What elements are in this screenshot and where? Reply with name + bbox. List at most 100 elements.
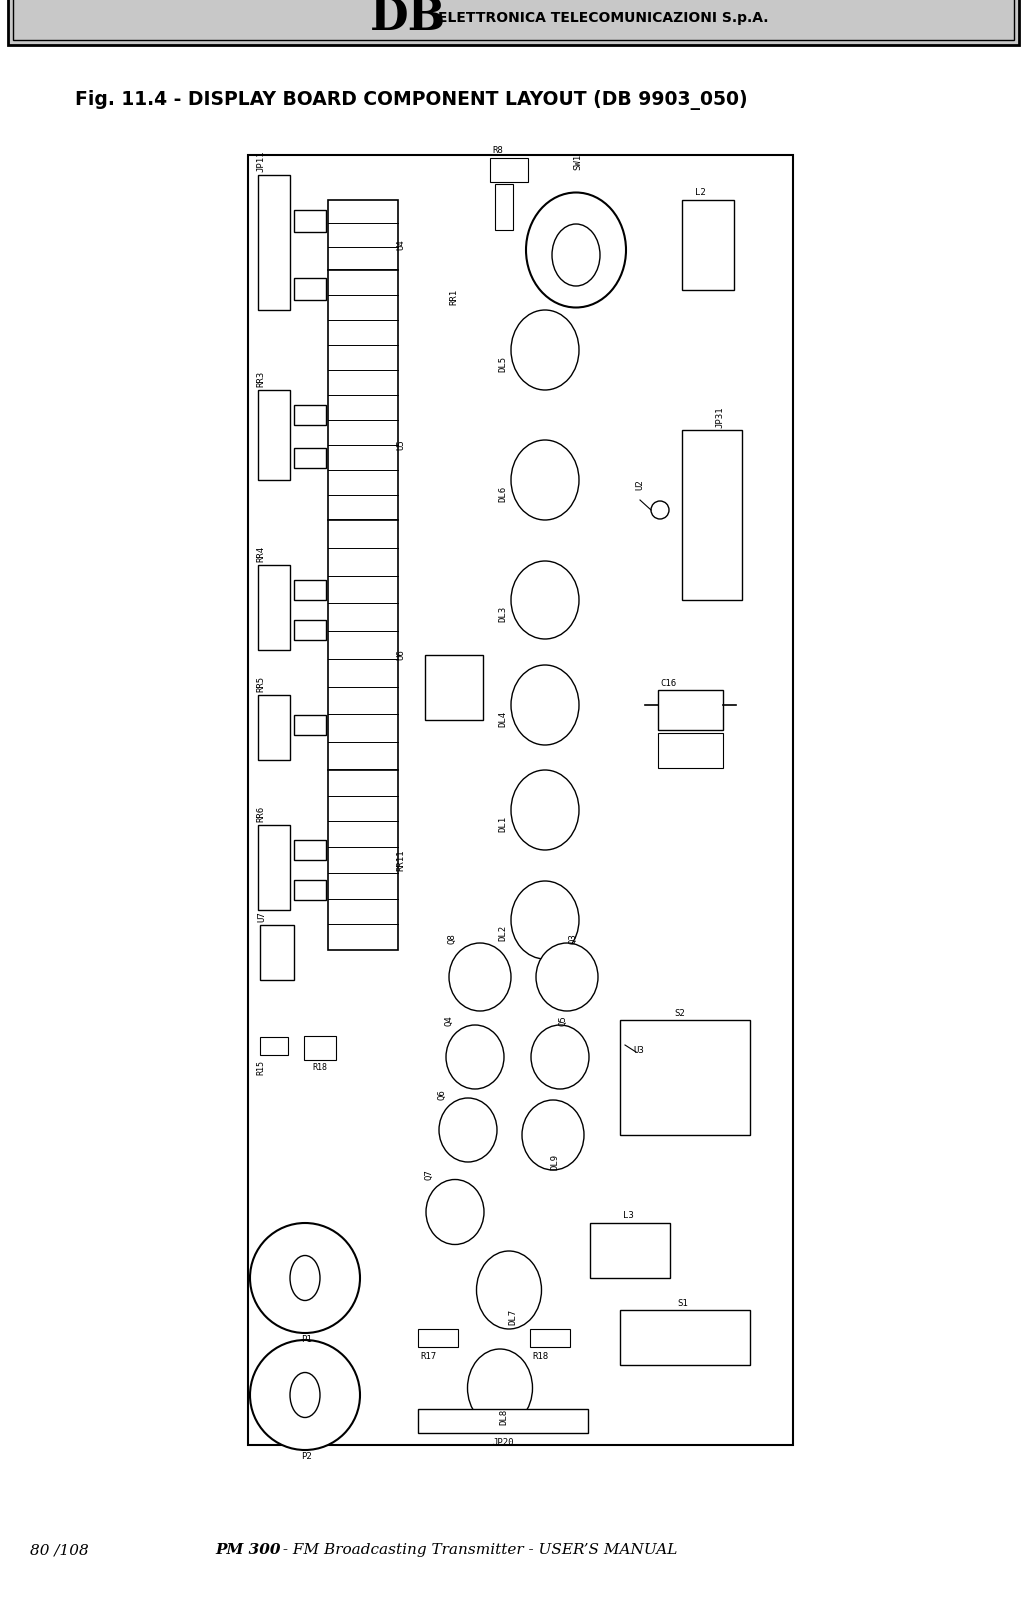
- Text: DL6: DL6: [498, 486, 507, 502]
- Text: Q6: Q6: [438, 1090, 447, 1101]
- Ellipse shape: [526, 192, 626, 307]
- Text: DL4: DL4: [498, 710, 507, 726]
- Bar: [294, 405, 326, 426]
- Text: Q5: Q5: [559, 1016, 568, 1026]
- Text: SW1: SW1: [573, 154, 582, 170]
- Bar: [260, 925, 294, 979]
- Bar: [304, 1037, 336, 1059]
- Text: R18: R18: [312, 1062, 328, 1072]
- Ellipse shape: [522, 1101, 584, 1170]
- Text: DB: DB: [370, 0, 447, 40]
- Circle shape: [250, 1341, 360, 1450]
- Text: DL1: DL1: [498, 816, 507, 832]
- Text: R15: R15: [257, 1059, 266, 1075]
- Text: U5: U5: [396, 440, 406, 450]
- Text: DL5: DL5: [498, 355, 507, 371]
- Ellipse shape: [449, 942, 511, 1011]
- Bar: [258, 390, 290, 480]
- Bar: [682, 200, 734, 290]
- Text: - FM Broadcasting Transmitter - USER’S MANUAL: - FM Broadcasting Transmitter - USER’S M…: [278, 1542, 678, 1557]
- Bar: [294, 880, 326, 899]
- Text: 80 /108: 80 /108: [30, 1542, 88, 1557]
- Text: Q7: Q7: [424, 1170, 433, 1181]
- Text: RR3: RR3: [257, 371, 266, 387]
- Bar: [260, 1037, 288, 1054]
- Text: RR1: RR1: [450, 290, 458, 306]
- Text: JP20: JP20: [492, 1438, 514, 1446]
- Ellipse shape: [426, 1179, 484, 1245]
- Ellipse shape: [511, 440, 579, 520]
- Ellipse shape: [290, 1256, 320, 1301]
- Text: DL3: DL3: [498, 606, 507, 622]
- Bar: [294, 448, 326, 467]
- Bar: [294, 210, 326, 232]
- Ellipse shape: [531, 1026, 589, 1090]
- Circle shape: [250, 1222, 360, 1333]
- Text: RR6: RR6: [257, 806, 266, 822]
- Text: Q3: Q3: [569, 933, 577, 944]
- Ellipse shape: [511, 666, 579, 746]
- Text: U7: U7: [258, 912, 266, 922]
- Bar: [328, 200, 398, 270]
- Text: U4: U4: [396, 240, 406, 250]
- Ellipse shape: [477, 1251, 541, 1330]
- Bar: [328, 520, 398, 770]
- Bar: [495, 184, 514, 230]
- Text: U2: U2: [636, 480, 645, 490]
- Bar: [530, 1330, 570, 1347]
- Text: PM 300: PM 300: [215, 1542, 280, 1557]
- Bar: [294, 715, 326, 734]
- Bar: [13, 0, 1014, 40]
- Text: Q8: Q8: [448, 933, 456, 944]
- Text: RR5: RR5: [257, 675, 266, 691]
- Ellipse shape: [511, 310, 579, 390]
- Ellipse shape: [439, 1098, 497, 1162]
- Bar: [258, 565, 290, 650]
- Bar: [328, 270, 398, 520]
- Text: JP11: JP11: [257, 150, 266, 171]
- Bar: [258, 826, 290, 910]
- Bar: [658, 733, 723, 768]
- Bar: [418, 1330, 458, 1347]
- Ellipse shape: [467, 1349, 533, 1427]
- Bar: [620, 1310, 750, 1365]
- Text: P1: P1: [302, 1334, 312, 1344]
- Text: Fig. 11.4 - DISPLAY BOARD COMPONENT LAYOUT (DB 9903_050): Fig. 11.4 - DISPLAY BOARD COMPONENT LAYO…: [75, 90, 748, 110]
- Text: P2: P2: [302, 1453, 312, 1461]
- Text: L2: L2: [695, 187, 706, 197]
- Ellipse shape: [536, 942, 598, 1011]
- Text: JP31: JP31: [716, 406, 724, 427]
- Ellipse shape: [511, 882, 579, 958]
- Bar: [294, 619, 326, 640]
- Text: RR4: RR4: [257, 546, 266, 562]
- Circle shape: [636, 1043, 654, 1061]
- Text: R17: R17: [420, 1352, 436, 1362]
- Bar: [8, 0, 1019, 45]
- Text: S2: S2: [675, 1010, 685, 1018]
- Ellipse shape: [511, 562, 579, 638]
- Bar: [258, 174, 290, 310]
- Bar: [490, 158, 528, 182]
- Circle shape: [651, 501, 669, 518]
- Text: R18: R18: [532, 1352, 548, 1362]
- Bar: [328, 770, 398, 950]
- Text: S1: S1: [678, 1299, 688, 1309]
- Bar: [248, 155, 793, 1445]
- Bar: [658, 690, 723, 730]
- Text: DL2: DL2: [498, 925, 507, 941]
- Ellipse shape: [551, 224, 600, 286]
- Bar: [620, 1021, 750, 1134]
- Bar: [258, 694, 290, 760]
- Bar: [294, 579, 326, 600]
- Bar: [682, 430, 741, 600]
- Bar: [294, 278, 326, 301]
- Text: Q4: Q4: [445, 1016, 454, 1026]
- Text: DL7: DL7: [508, 1309, 518, 1325]
- Text: C16: C16: [660, 678, 676, 688]
- Text: R8: R8: [492, 146, 503, 155]
- Bar: [425, 654, 483, 720]
- Text: RR11: RR11: [396, 850, 406, 870]
- Bar: [589, 1222, 670, 1278]
- Text: DL8: DL8: [499, 1410, 508, 1426]
- Text: U3: U3: [633, 1046, 644, 1054]
